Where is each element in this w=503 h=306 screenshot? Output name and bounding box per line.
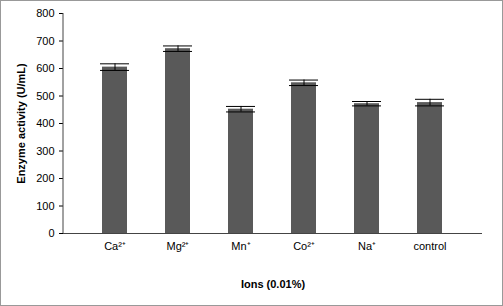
svg-text:Ions (0.01%): Ions (0.01%) [241,278,306,290]
svg-text:700: 700 [36,35,54,47]
svg-text:control: control [413,240,446,252]
svg-text:Ca²⁺: Ca²⁺ [104,240,126,252]
svg-text:600: 600 [36,62,54,74]
svg-text:100: 100 [36,200,54,212]
svg-text:Mg²⁺: Mg²⁺ [167,240,190,252]
svg-text:Mn⁺: Mn⁺ [231,240,250,252]
svg-text:0: 0 [48,227,54,239]
svg-text:Enzyme activity (U/mL): Enzyme activity (U/mL) [15,63,27,184]
svg-text:300: 300 [36,145,54,157]
svg-text:Na⁺: Na⁺ [358,240,376,252]
svg-text:400: 400 [36,117,54,129]
svg-text:800: 800 [36,7,54,19]
svg-text:Co²⁺: Co²⁺ [293,240,315,252]
svg-text:500: 500 [36,90,54,102]
svg-text:200: 200 [36,172,54,184]
